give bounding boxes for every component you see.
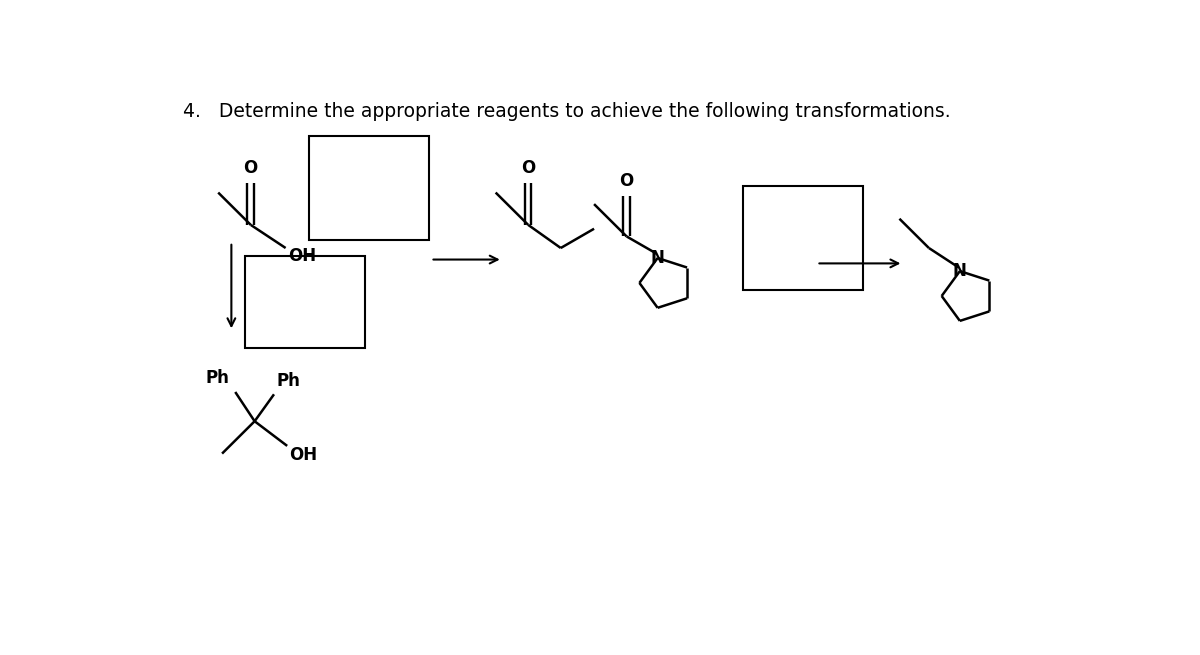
Text: O: O — [521, 159, 535, 177]
Text: 4.   Determine the appropriate reagents to achieve the following transformations: 4. Determine the appropriate reagents to… — [182, 102, 950, 121]
Text: Ph: Ph — [276, 373, 300, 390]
Text: N: N — [650, 249, 665, 267]
Bar — [308, 136, 430, 240]
Text: O: O — [619, 172, 634, 190]
Text: Ph: Ph — [206, 369, 230, 386]
Text: OH: OH — [288, 247, 316, 265]
Bar — [743, 187, 863, 290]
Text: OH: OH — [289, 446, 318, 464]
Text: O: O — [244, 159, 258, 177]
Text: N: N — [953, 262, 967, 280]
Bar — [245, 255, 365, 348]
